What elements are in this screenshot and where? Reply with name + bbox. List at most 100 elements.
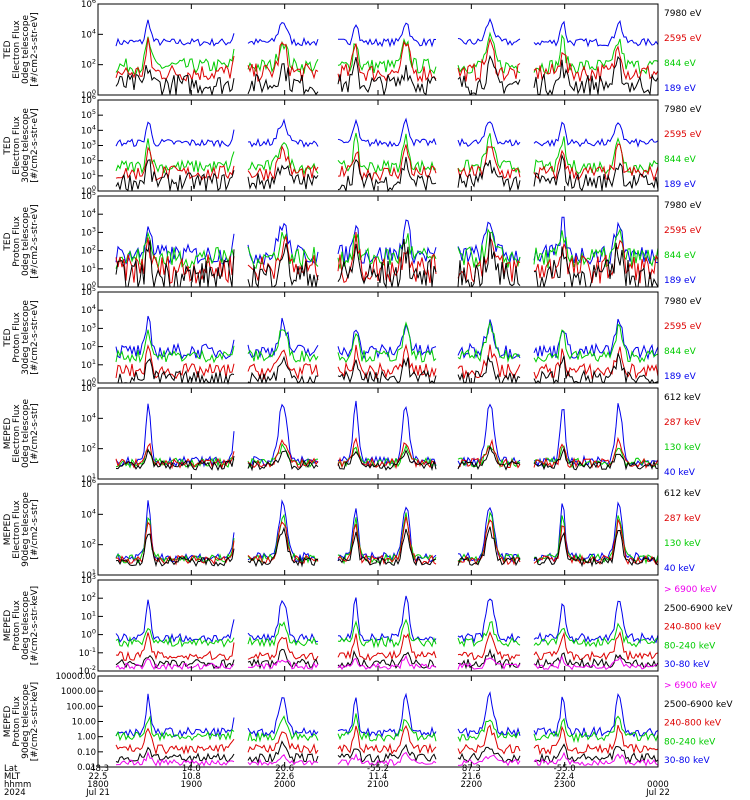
y-tick-label: 1000.00	[61, 687, 96, 697]
legend-entry: 7980 eV	[664, 297, 702, 307]
particle-flux-figure: 106 104 102 100 TEDElectron Flux0deg telesco…	[0, 0, 750, 800]
series-line-8-5	[116, 693, 658, 737]
y-tick-label: 100.00	[66, 702, 96, 712]
y-axis-label: MEPEDProton Flux90deg telescope[#/cm2-s-…	[3, 682, 40, 761]
series-line-2-4	[116, 119, 658, 147]
series-line-1-4	[116, 19, 658, 46]
time-axis-row-label: 2024	[4, 788, 26, 798]
y-tick-label: 104	[81, 411, 96, 424]
y-axis-label: TEDProton Flux0deg telescope[#/cm2-s-str…	[3, 204, 40, 279]
legend-entry: 287 keV	[664, 418, 701, 428]
time-axis-tick-label: 1900	[181, 780, 203, 790]
series-line-5-2	[116, 439, 658, 468]
panel-7: 103 102 101 100 10-1 10-2 MEPEDProton Flux0deg…	[3, 573, 733, 677]
panel-3: 105 104 103 102 101 100 TEDProton Flux0deg tel…	[3, 189, 702, 293]
y-tick-label: 104	[81, 123, 96, 136]
y-tick-label: 101	[81, 169, 96, 182]
panel-2: 106 105 104 103 102 101 100 TEDElectron Flux30d…	[3, 93, 702, 197]
time-axis-tick-label: 2000	[274, 780, 296, 790]
y-axis-label: MEPEDElectron Flux90deg telescope[#/cm2-…	[3, 492, 40, 567]
series-line-7-2	[116, 649, 658, 668]
y-tick-label: 103	[81, 139, 96, 152]
legend-entry: > 6900 keV	[664, 585, 718, 595]
legend-entry: 844 eV	[664, 251, 697, 261]
y-tick-label: 102	[81, 340, 96, 353]
time-axis-tick-label: Jul 21	[85, 788, 110, 798]
legend-entry: 612 keV	[664, 393, 701, 403]
y-tick-label: 102	[81, 538, 96, 551]
series-line-1-2	[116, 38, 658, 82]
y-tick-label: 104	[81, 27, 96, 40]
legend-entry: 189 eV	[664, 180, 697, 190]
time-axis-tick-label: 2300	[554, 780, 576, 790]
y-axis-label: MEPEDProton Flux0deg telescope[#/cm2-s-s…	[3, 586, 40, 665]
series-line-4-3	[116, 323, 658, 362]
legend-entry: 7980 eV	[664, 105, 702, 115]
series-line-8-2	[116, 742, 658, 763]
panel-4: 105 104 103 102 101 100 TEDProton Flux30deg te…	[3, 285, 702, 389]
legend-entry: 2500-6900 keV	[664, 604, 733, 614]
time-axis-labels: LatMLThhmm2024-48.322.51800Jul 2114.010.…	[4, 764, 670, 798]
time-axis-tick-label: Jul 22	[645, 788, 670, 798]
y-tick-label: 101	[81, 609, 96, 622]
y-tick-label: 103	[81, 321, 96, 334]
series-line-4-1	[116, 353, 658, 383]
legend-entry: 130 keV	[664, 539, 701, 549]
y-tick-label: 102	[81, 244, 96, 257]
legend-entry: 240-800 keV	[664, 719, 722, 729]
legend-entry: 2595 eV	[664, 322, 702, 332]
y-axis-label: TEDElectron Flux0deg telescope[#/cm2-s-s…	[3, 12, 40, 87]
y-tick-label: 0.10	[77, 748, 96, 758]
legend-entry: 2595 eV	[664, 130, 702, 140]
y-axis-label: MEPEDElectron Flux0deg telescope[#/cm2-s…	[3, 399, 40, 469]
legend-entry: 7980 eV	[664, 9, 702, 19]
legend-entry: 80-240 keV	[664, 641, 716, 651]
y-tick-label: 102	[81, 591, 96, 604]
y-axis-label: TEDElectron Flux30deg telescope[#/cm2-s-…	[3, 108, 40, 183]
series-line-3-4	[116, 217, 658, 264]
legend-entry: 40 keV	[664, 468, 696, 478]
y-tick-label: 104	[81, 507, 96, 520]
legend-entry: 844 eV	[664, 155, 697, 165]
legend-entry: 2595 eV	[664, 226, 702, 236]
y-tick-label: 104	[81, 207, 96, 220]
legend-entry: > 6900 keV	[664, 681, 718, 691]
panel-frame	[98, 676, 658, 767]
time-axis-tick-label: 2100	[367, 780, 389, 790]
y-tick-label: 10-1	[79, 646, 96, 659]
y-tick-label: 101	[81, 358, 96, 371]
y-tick-label: 103	[81, 225, 96, 238]
y-tick-label: 1.00	[77, 733, 96, 743]
legend-entry: 189 eV	[664, 84, 697, 94]
y-axis-label: TEDProton Flux30deg telescope[#/cm2-s-st…	[3, 300, 40, 375]
y-tick-label: 10.00	[72, 718, 96, 728]
series-line-2-2	[116, 144, 658, 181]
legend-entry: 240-800 keV	[664, 623, 722, 633]
legend-entry: 189 eV	[664, 372, 697, 382]
panel-5: 106 104 102 101 MEPEDElectron Flux0deg teles…	[3, 381, 701, 485]
legend-entry: 30-80 keV	[664, 756, 710, 766]
panels: 106 104 102 100 TEDElectron Flux0deg telesco…	[3, 0, 733, 773]
panel-frame	[98, 4, 658, 95]
legend-entry: 844 eV	[664, 59, 697, 69]
legend-entry: 40 keV	[664, 564, 696, 574]
series-line-7-5	[116, 596, 658, 643]
series-line-2-3	[116, 133, 658, 174]
y-tick-label: 105	[81, 108, 96, 121]
legend-entry: 612 keV	[664, 489, 701, 499]
panel-6: 106104102101MEPEDElectron Flux90deg tele…	[3, 477, 701, 581]
legend-entry: 189 eV	[664, 276, 697, 286]
y-tick-label: 102	[81, 442, 96, 455]
legend-entry: 2595 eV	[664, 34, 702, 44]
legend-entry: 30-80 keV	[664, 660, 710, 670]
y-tick-label: 102	[81, 154, 96, 167]
y-tick-label: 100	[81, 628, 96, 641]
panel-frame	[98, 484, 658, 575]
series-line-8-4	[116, 714, 658, 742]
panel-frame	[98, 580, 658, 671]
series-line-1-1	[116, 56, 658, 95]
legend-entry: 844 eV	[664, 347, 697, 357]
y-tick-label: 106	[81, 0, 96, 10]
time-axis-tick-label: 2200	[461, 780, 483, 790]
series-line-5-4	[116, 401, 658, 466]
